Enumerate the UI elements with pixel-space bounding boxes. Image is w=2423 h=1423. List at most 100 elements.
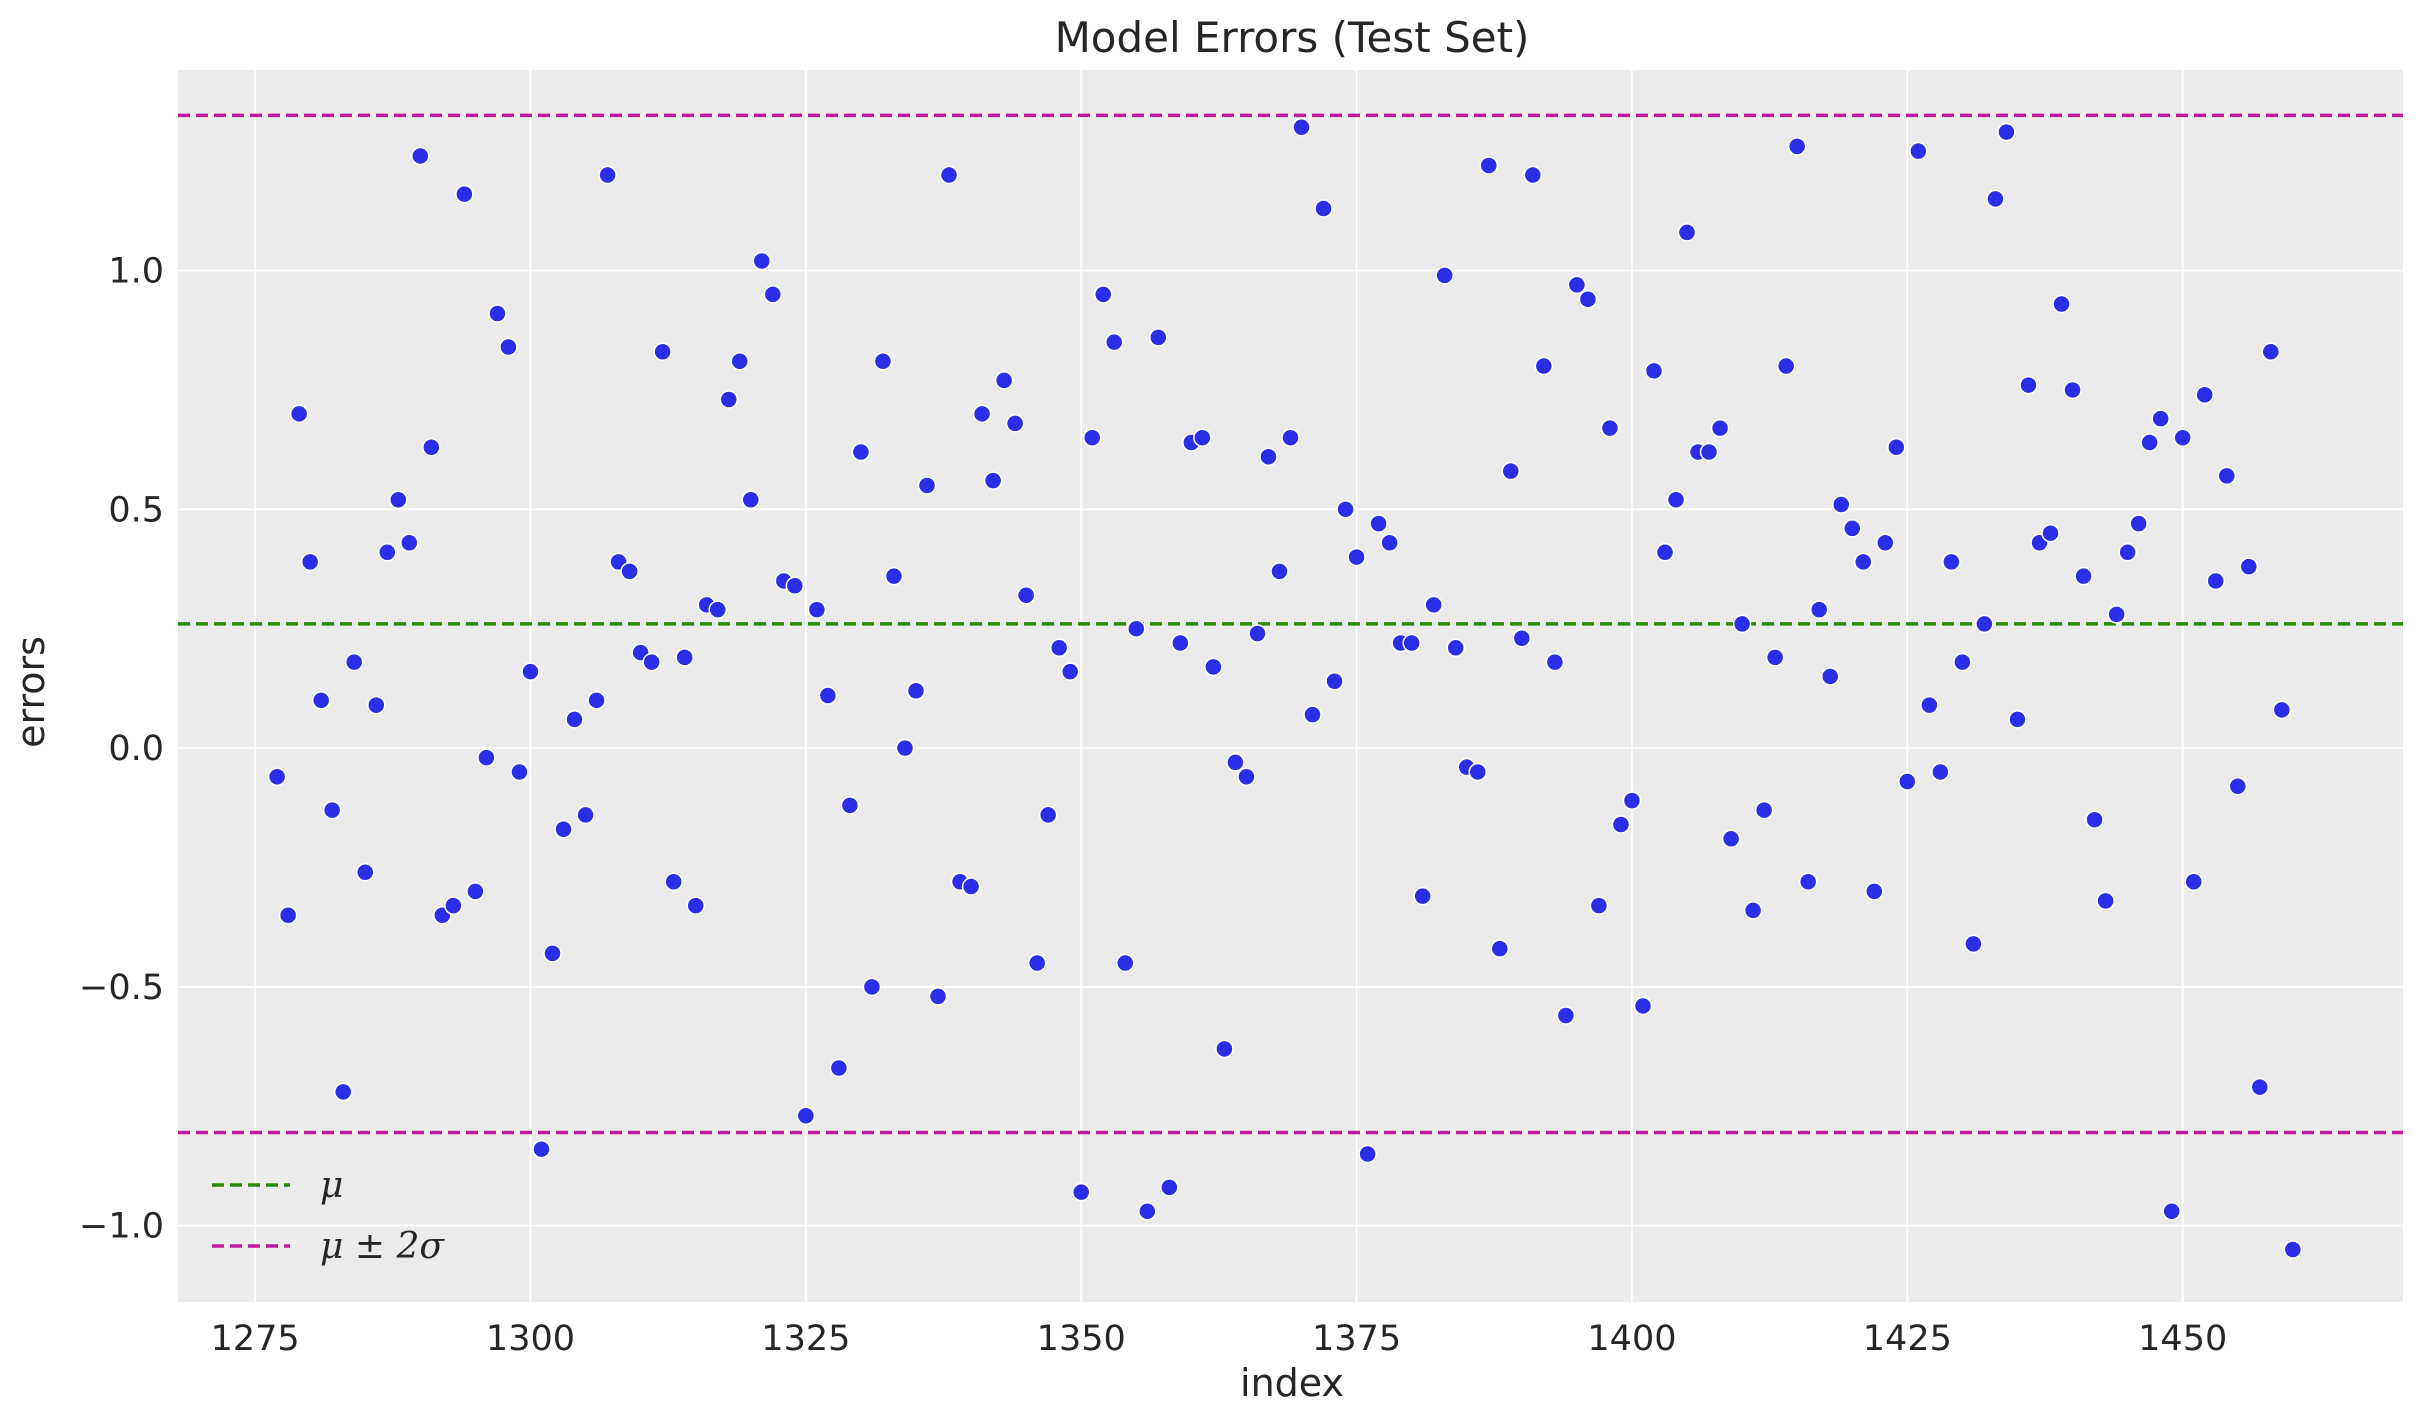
data-point xyxy=(1820,667,1840,686)
data-point xyxy=(1082,428,1102,447)
data-point xyxy=(378,543,397,562)
data-point xyxy=(1765,648,1785,667)
legend-band-label: μ ± 2σ xyxy=(320,1226,445,1267)
data-points xyxy=(267,118,2303,1259)
data-point xyxy=(1887,437,1906,457)
data-point xyxy=(1038,805,1058,825)
data-point xyxy=(300,552,320,572)
data-point xyxy=(389,490,408,510)
data-point xyxy=(411,146,430,166)
data-point xyxy=(1160,1178,1179,1197)
data-point xyxy=(356,862,375,882)
data-point xyxy=(1776,356,1796,376)
data-point xyxy=(1005,414,1025,433)
data-point xyxy=(1743,901,1763,920)
data-point xyxy=(1622,791,1642,810)
data-point xyxy=(895,738,915,758)
data-point xyxy=(422,437,441,457)
data-point xyxy=(2206,571,2225,591)
data-point xyxy=(1809,600,1829,619)
data-point xyxy=(1060,662,1080,681)
data-point xyxy=(829,1058,849,1078)
data-point xyxy=(1986,189,2005,209)
data-point xyxy=(2283,1240,2303,1259)
y-axis-label: errors xyxy=(9,636,53,748)
data-point xyxy=(1314,199,1333,218)
data-point xyxy=(2140,433,2159,452)
x-tick-label: 1450 xyxy=(2138,1319,2227,1359)
data-point xyxy=(928,987,948,1006)
y-axis-ticks: −1.0 −0.5 0.0 0.5 1.0 xyxy=(79,252,164,1247)
data-point xyxy=(884,566,904,586)
legend-mean-label: μ xyxy=(320,1165,343,1206)
data-point xyxy=(983,471,1003,490)
data-point xyxy=(939,165,959,185)
data-point xyxy=(1556,1006,1576,1025)
legend: μ μ ± 2σ xyxy=(212,1165,445,1267)
reference-lines xyxy=(178,113,2403,1135)
data-point xyxy=(1413,886,1432,906)
data-point xyxy=(278,905,298,925)
data-point xyxy=(1468,762,1488,782)
data-point xyxy=(1545,652,1565,672)
data-point xyxy=(1071,1182,1091,1202)
data-point xyxy=(2008,710,2027,729)
data-point xyxy=(2129,514,2148,533)
chart-title: Model Errors (Test Set) xyxy=(1055,13,1530,62)
data-point xyxy=(1193,428,1212,447)
data-point xyxy=(1909,141,1928,161)
data-point xyxy=(1325,671,1344,691)
data-point xyxy=(675,648,694,667)
data-point xyxy=(807,600,827,619)
data-point xyxy=(873,352,893,371)
data-point xyxy=(565,710,584,729)
data-point xyxy=(1446,638,1465,658)
data-point xyxy=(2261,342,2281,361)
data-point xyxy=(1270,562,1289,581)
data-point xyxy=(818,686,838,705)
data-point xyxy=(1138,1202,1157,1221)
data-point xyxy=(554,820,573,839)
data-point xyxy=(510,762,529,782)
data-point xyxy=(1479,156,1499,175)
data-point xyxy=(1600,418,1620,438)
data-point xyxy=(1567,275,1587,295)
plot-background xyxy=(178,70,2403,1302)
data-point xyxy=(686,896,705,915)
data-point xyxy=(2173,428,2192,447)
data-point xyxy=(1798,872,1818,892)
data-point xyxy=(796,1106,816,1126)
data-point xyxy=(1920,695,1939,715)
data-point xyxy=(477,748,496,767)
data-point xyxy=(1633,996,1653,1016)
data-point xyxy=(1655,543,1675,562)
data-point xyxy=(2239,557,2259,576)
data-point xyxy=(1523,165,1543,185)
data-point xyxy=(532,1139,551,1159)
data-point xyxy=(752,251,772,271)
data-point xyxy=(2019,375,2038,395)
data-point xyxy=(1754,800,1774,820)
data-point xyxy=(2217,466,2237,486)
data-point xyxy=(344,652,364,672)
data-point xyxy=(311,691,331,710)
data-point xyxy=(2085,810,2104,829)
data-point xyxy=(1843,519,1862,538)
data-point xyxy=(2052,294,2071,314)
data-point xyxy=(1424,595,1443,615)
data-point xyxy=(2272,700,2292,720)
data-point xyxy=(367,695,386,715)
data-point xyxy=(1259,447,1278,467)
data-point xyxy=(1666,490,1686,510)
data-point xyxy=(1975,614,1994,634)
data-point xyxy=(1237,767,1256,786)
data-point xyxy=(1093,285,1113,304)
data-point xyxy=(862,977,882,997)
data-point xyxy=(466,882,485,901)
data-point xyxy=(851,442,871,462)
data-point xyxy=(543,944,562,963)
grid xyxy=(178,70,2403,1302)
data-point xyxy=(2162,1202,2181,1221)
data-point xyxy=(2228,777,2248,796)
x-tick-label: 1375 xyxy=(1312,1319,1401,1359)
